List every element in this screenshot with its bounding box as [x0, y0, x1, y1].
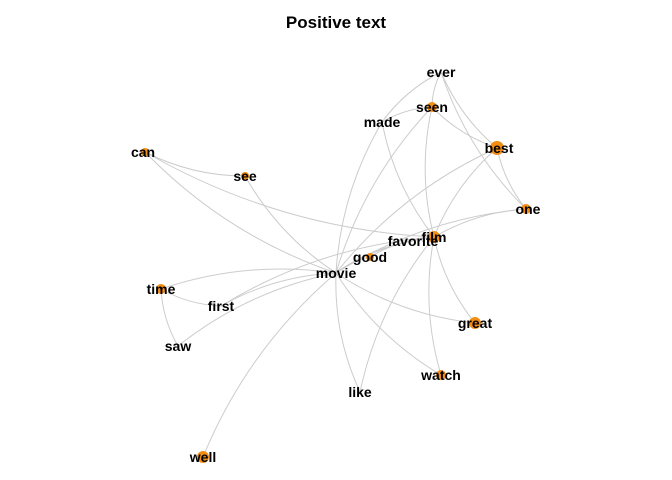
node-seen — [427, 102, 437, 112]
node-good — [366, 253, 374, 261]
edge-time-first — [160, 288, 222, 307]
node-great — [469, 317, 481, 329]
edge-film-like — [359, 236, 435, 393]
node-can — [141, 148, 149, 156]
node-well — [197, 451, 209, 463]
edge-movie-saw — [177, 272, 337, 347]
edge-ever-best — [440, 71, 498, 149]
edge-best-movie — [335, 147, 498, 274]
labels-layer: ever seen made best can see one filmfavoritegoo… — [131, 64, 541, 465]
edge-best-one — [496, 147, 527, 210]
plot-title: Positive text — [285, 13, 387, 32]
edge-can-movie — [144, 151, 337, 274]
edges-layer — [144, 71, 527, 458]
edge-best-film — [433, 147, 498, 238]
edge-seen-movie — [335, 106, 433, 274]
label-watch: watch — [420, 367, 461, 383]
edge-made-film — [381, 121, 435, 238]
label-time: time — [147, 281, 176, 297]
nodes-layer — [141, 102, 531, 463]
label-one: one — [516, 201, 541, 217]
node-best — [490, 141, 504, 155]
label-saw: saw — [165, 338, 192, 354]
label-movie: movie — [316, 265, 357, 281]
edge-movie-like — [335, 272, 361, 393]
edge-seen-film — [424, 106, 435, 238]
label-can: can — [131, 144, 155, 160]
edge-time-saw — [160, 288, 179, 347]
node-see — [241, 172, 249, 180]
edge-can-film — [144, 151, 435, 238]
node-film — [428, 231, 440, 243]
node-watch — [436, 370, 446, 380]
label-best: best — [485, 140, 514, 156]
node-time — [156, 284, 166, 294]
edge-movie-time — [160, 268, 337, 290]
label-great: great — [458, 315, 493, 331]
edge-film-great — [433, 236, 476, 324]
label-favorite: favorite — [388, 233, 439, 249]
edge-movie-first — [220, 272, 337, 307]
edge-see-movie — [244, 175, 337, 274]
label-first: first — [208, 298, 235, 314]
edge-ever-one — [440, 71, 527, 210]
label-see: see — [233, 168, 257, 184]
edge-seen-best — [431, 106, 498, 149]
label-good: good — [353, 249, 387, 265]
edge-movie-great — [335, 272, 476, 324]
label-ever: ever — [427, 64, 456, 80]
edge-film-first — [220, 236, 435, 307]
edge-ever-made — [381, 71, 442, 123]
edge-movie-watch — [335, 272, 442, 376]
node-one — [521, 204, 531, 214]
edge-film-watch — [428, 236, 442, 376]
edge-can-see — [144, 151, 246, 177]
label-film: film — [422, 229, 447, 245]
label-made: made — [364, 114, 401, 130]
edge-movie-well — [202, 272, 337, 458]
label-well: well — [189, 449, 216, 465]
label-like: like — [348, 384, 372, 400]
label-seen: seen — [416, 99, 448, 115]
